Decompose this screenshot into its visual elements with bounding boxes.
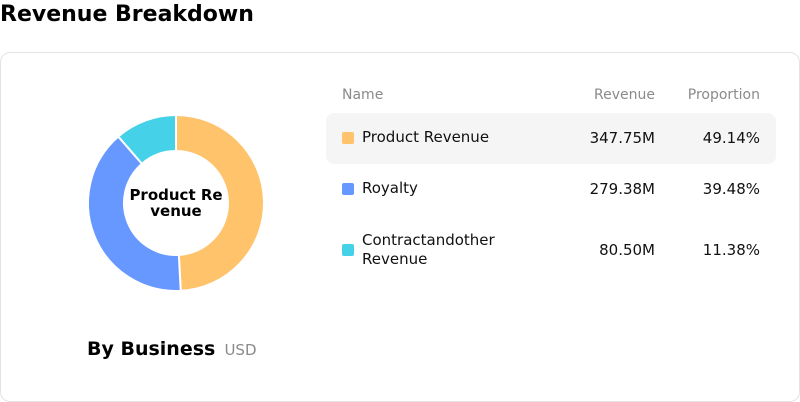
caption-unit: USD bbox=[224, 341, 257, 359]
row-name: Product Revenue bbox=[362, 128, 490, 146]
row-revenue: 80.50M bbox=[599, 241, 655, 259]
row-proportion: 11.38% bbox=[702, 241, 760, 259]
page-title: Revenue Breakdown bbox=[0, 2, 254, 27]
table-row[interactable]: Product Revenue 347.75M 49.14% bbox=[326, 113, 776, 164]
legend-swatch bbox=[342, 244, 354, 256]
row-revenue: 347.75M bbox=[589, 129, 655, 147]
donut-slice[interactable] bbox=[89, 135, 182, 292]
row-name: Royalty bbox=[362, 179, 418, 197]
chart-caption: By Business USD bbox=[87, 338, 257, 360]
row-revenue: 279.38M bbox=[589, 180, 655, 198]
caption-title: By Business bbox=[87, 338, 216, 360]
row-name: Contractandother Revenue bbox=[362, 231, 495, 268]
row-proportion: 49.14% bbox=[702, 129, 760, 147]
header-revenue: Revenue bbox=[594, 87, 655, 103]
legend-swatch bbox=[342, 183, 354, 195]
header-proportion: Proportion bbox=[687, 87, 760, 103]
donut-chart: Product Revenue bbox=[89, 113, 269, 293]
row-proportion: 39.48% bbox=[702, 180, 760, 198]
donut-center-label: Product Revenue bbox=[129, 186, 223, 220]
legend-swatch bbox=[342, 132, 354, 144]
table-row[interactable]: Royalty 279.38M 39.48% bbox=[326, 164, 776, 215]
donut-svg bbox=[89, 113, 265, 292]
donut-slice[interactable] bbox=[175, 113, 265, 292]
revenue-card: Product Revenue By Business USD Name Rev… bbox=[0, 52, 800, 402]
table-row[interactable]: Contractandother Revenue 80.50M 11.38% bbox=[326, 215, 776, 285]
header-name: Name bbox=[342, 87, 384, 103]
table-header: Name Revenue Proportion bbox=[326, 83, 776, 113]
revenue-table: Name Revenue Proportion Product Revenue … bbox=[326, 83, 776, 285]
donut-slice[interactable] bbox=[116, 113, 177, 166]
